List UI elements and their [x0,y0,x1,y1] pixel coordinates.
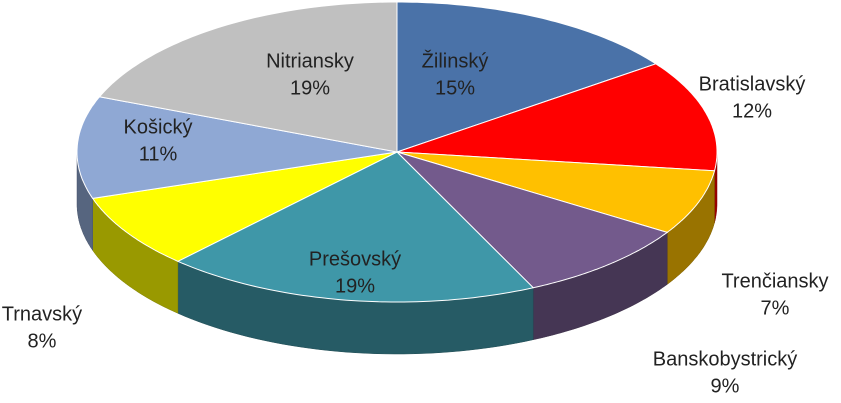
slice [91,151,398,262]
slice-label: Prešovský [309,248,401,270]
data-labels: Žilinský 15% Bratislavský 12% Trenčiansky 7% B… [2,49,829,397]
slice-value-label: 8% [28,330,57,352]
slice [396,151,669,289]
slice-label: Košický [124,116,193,138]
slice-label: Banskobystrický [653,348,798,370]
slice [396,63,718,172]
slice-value-label: 19% [335,275,375,297]
slice-value-label: 9% [711,375,740,397]
slice-value-label: 11% [139,143,178,165]
slice-label: Trnavský [2,303,82,325]
slice-value-label: 15% [435,77,475,99]
slice [396,151,716,233]
slice-label: Trenčiansky [721,270,828,292]
slice-label: Bratislavský [699,73,806,95]
slice [76,96,398,199]
slice-value-label: 12% [732,100,772,122]
slice-value-label: 19% [290,77,330,99]
slice [98,1,398,153]
slice-label: Žilinský [422,49,489,72]
slice-value-label: 7% [761,297,790,319]
pie-tops [76,1,718,303]
slice-label: Nitriansky [266,50,354,72]
slice [176,151,535,303]
slice [396,1,658,153]
